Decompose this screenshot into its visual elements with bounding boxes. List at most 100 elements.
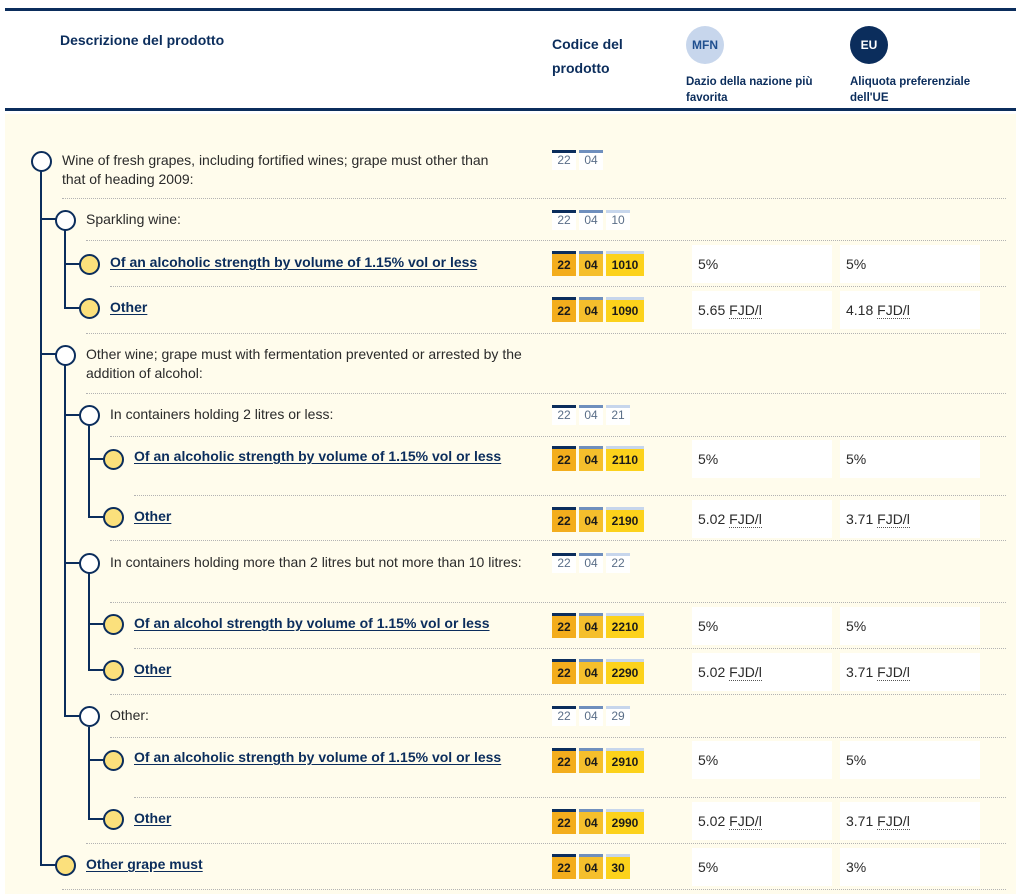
tree-node-collapse[interactable] [79,405,100,426]
product-link[interactable]: Other [134,661,172,677]
tree-line [64,230,66,308]
tree-connector [64,414,80,416]
product-code: 22 04 2210 [552,613,644,638]
product-code: 22 04 1090 [552,297,644,322]
code-heading: 04 [579,854,603,879]
product-link[interactable]: Other [134,810,172,826]
product-code: 22 04 22 [552,553,630,573]
tree-node-leaf [55,855,76,876]
tree-node-collapse[interactable] [55,210,76,231]
tree-line [88,727,90,819]
product-link[interactable]: Other [134,508,172,524]
eu-rate: 4.18 FJD/l [840,291,980,329]
column-header-eu: EU Aliquota preferenziale dell'UE [850,26,1000,106]
product-link[interactable]: Of an alcoholic strength by volume of 1.… [110,254,478,270]
eu-rate: 5% [840,741,980,779]
tree-node-leaf [103,614,124,635]
code-heading: 04 [579,446,603,471]
product-link[interactable]: Of an alcohol strength by volume of 1.15… [134,615,490,631]
tree-node-leaf [103,660,124,681]
code-chapter: 22 [552,809,576,834]
product-code: 22 04 10 [552,210,630,230]
mfn-rate: 5.65 FJD/l [692,291,832,329]
code-subheading: 2110 [606,446,644,471]
mfn-rate: 5% [692,245,832,283]
eu-rate: 3.71 FJD/l [840,653,980,691]
tree-node-collapse[interactable] [79,706,100,727]
tree-line [88,573,90,670]
code-heading: 04 [579,297,603,322]
code-chapter: 22 [552,405,576,425]
tree-connector [64,562,80,564]
eu-rate-unit[interactable]: FJD/l [877,510,910,528]
code-chapter: 22 [552,659,576,684]
tree-connector [64,263,80,265]
mfn-rate-unit[interactable]: FJD/l [729,663,762,681]
tree-node-leaf [103,809,124,830]
code-subheading: 2210 [606,613,644,638]
mfn-rate-unit[interactable]: FJD/l [729,812,762,830]
code-subheading: 21 [606,405,630,425]
tree-connector [88,516,104,518]
eu-rate-unit[interactable]: FJD/l [877,663,910,681]
eu-rate: 3% [840,848,980,886]
mfn-rate: 5% [692,440,832,478]
product-link[interactable]: Of an alcoholic strength by volume of 1.… [134,749,502,765]
eu-rate: 5% [840,607,980,645]
product-code: 22 04 2290 [552,659,644,684]
tree-node-collapse[interactable] [79,553,100,574]
code-subheading: 1010 [606,251,644,276]
code-chapter: 22 [552,854,576,879]
tree-node-collapse[interactable] [31,151,52,172]
eu-rate-unit[interactable]: FJD/l [877,812,910,830]
code-subheading: 2190 [606,507,644,532]
row-separator [134,797,1006,798]
code-heading: 04 [579,251,603,276]
row-separator [86,240,1006,241]
product-link[interactable]: Other grape must [86,856,203,872]
row-description: Other wine; grape must with fermentation… [86,346,522,381]
row-description: In containers holding more than 2 litres… [110,554,522,570]
tree-connector [88,759,104,761]
tree-connector [88,623,104,625]
product-code: 22 04 2110 [552,446,644,471]
code-subheading: 2290 [606,659,644,684]
code-heading: 04 [579,809,603,834]
code-heading: 04 [579,150,603,170]
product-code: 22 04 30 [552,854,630,879]
column-header-mfn: MFN Dazio della nazione più favorita [686,26,836,106]
code-heading: 04 [579,659,603,684]
mfn-rate-unit[interactable]: FJD/l [729,510,762,528]
row-separator [110,602,1006,603]
tree-node-leaf [79,254,100,275]
code-subheading: 30 [606,854,630,879]
product-link[interactable]: Of an alcoholic strength by volume of 1.… [134,448,502,464]
mfn-label: Dazio della nazione più favorita [686,76,813,104]
code-heading: 04 [579,613,603,638]
mfn-rate: 5.02 FJD/l [692,653,832,691]
product-code: 22 04 2990 [552,809,644,834]
code-heading: 04 [579,210,603,230]
code-chapter: 22 [552,613,576,638]
tree-node-collapse[interactable] [55,345,76,366]
row-separator [110,540,1006,541]
product-code: 22 04 21 [552,405,630,425]
mfn-rate-value: 5.02 [698,511,726,527]
code-chapter: 22 [552,210,576,230]
row-separator [134,648,1006,649]
mfn-rate-value: 5.02 [698,664,726,680]
eu-rate: 5% [840,245,980,283]
row-separator [110,694,1006,695]
mfn-rate-unit[interactable]: FJD/l [729,301,762,319]
eu-rate-unit[interactable]: FJD/l [877,301,910,319]
row-description: Other: [110,707,149,723]
table-header: Descrizione del prodotto Codice del prod… [5,8,1016,111]
code-heading: 04 [579,405,603,425]
mfn-rate: 5% [692,848,832,886]
product-link[interactable]: Other [110,299,148,315]
code-chapter: 22 [552,251,576,276]
row-separator [86,843,1006,844]
code-chapter: 22 [552,507,576,532]
eu-rate-value: 3.71 [846,813,874,829]
product-code: 22 04 2190 [552,507,644,532]
